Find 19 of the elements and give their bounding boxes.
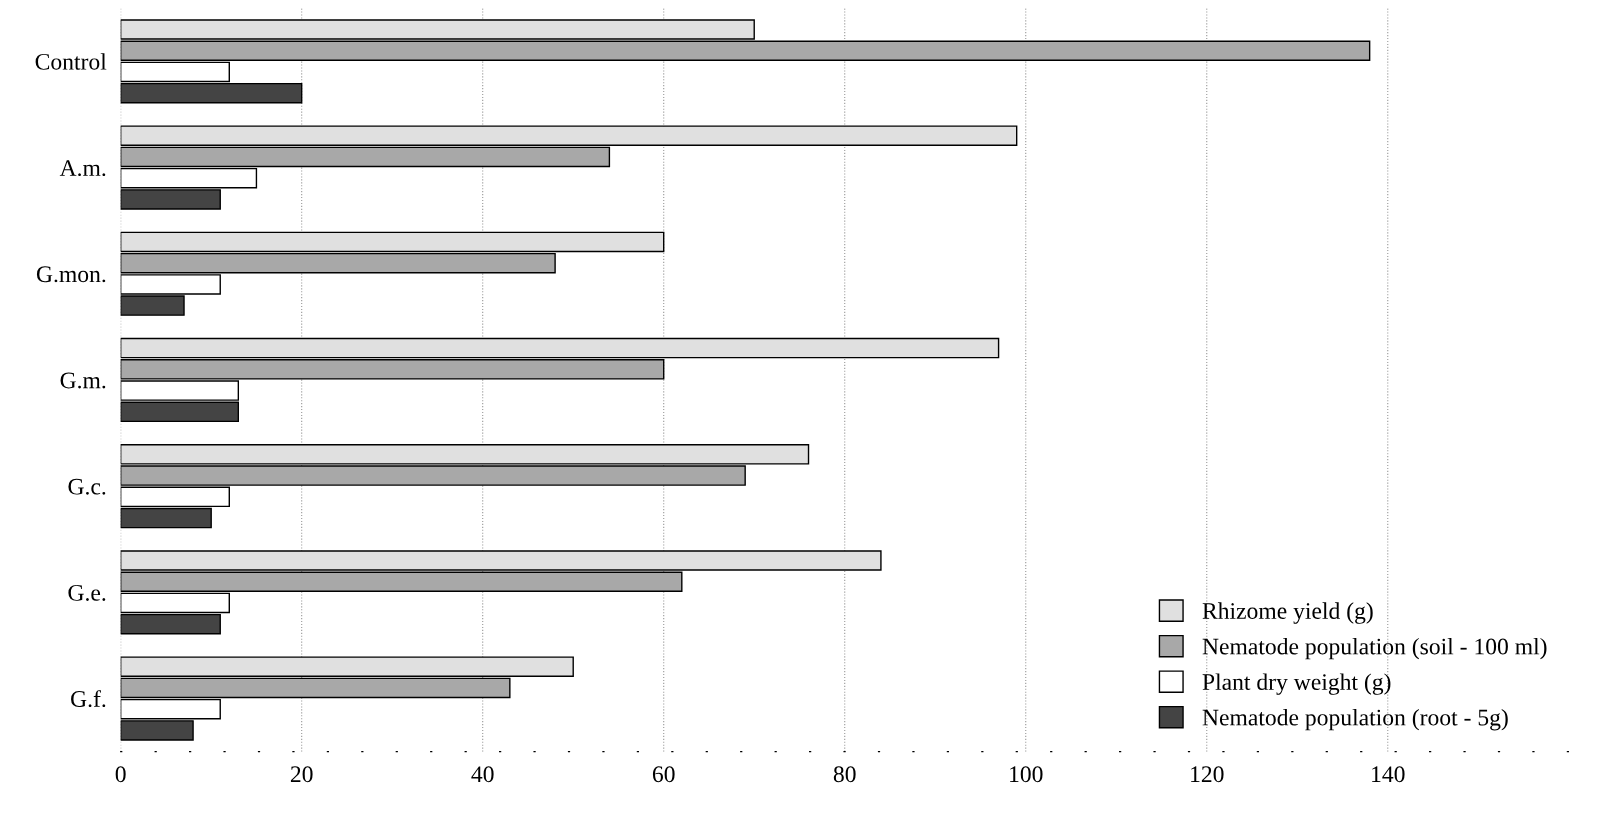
y-tick-label: G.mon. [36, 266, 106, 283]
x-tick-label: 60 [652, 766, 675, 783]
x-tick-label: 100 [1010, 766, 1043, 783]
x-tick-label: 140 [1372, 766, 1405, 783]
legend-label: Rhizome yield (g) [1202, 602, 1373, 624]
y-tick-label: G.e. [68, 584, 106, 601]
y-tick-label: Control [35, 53, 107, 70]
x-tick-label: 80 [833, 766, 856, 783]
x-tick-label: 20 [290, 766, 313, 783]
y-tick-label: G.f. [71, 690, 106, 708]
x-tick-label: 120 [1191, 766, 1224, 783]
x-tick-label: 0 [115, 766, 126, 783]
legend-label: Plant dry weight (g) [1202, 673, 1391, 695]
y-tick-label: G.c. [68, 478, 106, 495]
legend-label: Nematode population (root - 5g) [1202, 708, 1508, 731]
y-tick-label: A.m. [59, 160, 106, 177]
legend-label: Nematode population (soil - 100 ml) [1202, 637, 1547, 660]
y-tick-label: G.m. [60, 372, 106, 389]
x-tick-label: 40 [471, 766, 494, 783]
